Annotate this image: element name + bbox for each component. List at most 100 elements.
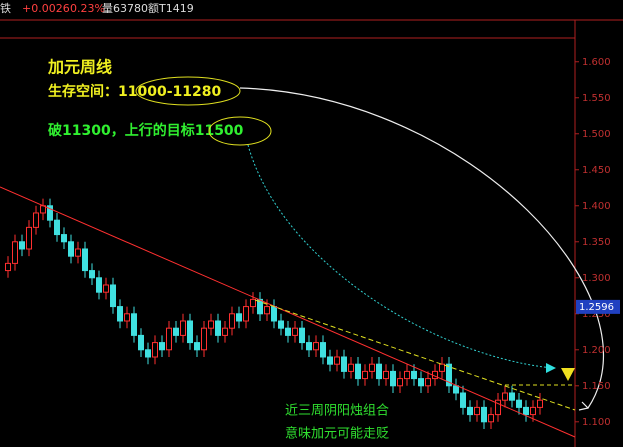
candle-body (12, 241, 18, 264)
annotation: 生存空间：11000-11280 (48, 83, 221, 100)
header-change: +0.0026 (22, 2, 70, 15)
candle-body (166, 327, 172, 351)
candle-body (481, 406, 487, 423)
candle-body (96, 277, 102, 293)
candle-body (362, 370, 368, 380)
candle-body (117, 306, 123, 322)
candle-body (236, 313, 242, 322)
candle-body (453, 385, 459, 394)
candle-body (264, 306, 270, 315)
candles (5, 198, 543, 429)
y-tick-label: 1.450 (582, 165, 611, 176)
candle-body (103, 284, 109, 293)
y-tick-label: 1.200 (582, 345, 611, 356)
y-tick-label: 1.100 (582, 417, 611, 428)
candle-body (355, 363, 361, 380)
candle-body (306, 342, 312, 351)
candle-body (334, 356, 340, 365)
candle-body (229, 313, 235, 329)
candle-body (446, 363, 452, 387)
candle-body (82, 248, 88, 272)
candle-body (47, 205, 53, 221)
candle-body (145, 349, 151, 358)
candle-body (19, 241, 25, 250)
header-volume: 量63780 (102, 2, 148, 15)
candle-body (523, 406, 529, 416)
candle-body (474, 406, 480, 416)
arrow-curve (239, 87, 605, 411)
candle-body (278, 320, 284, 329)
candle-body (285, 327, 291, 336)
candle-body (89, 270, 95, 279)
candle-body (110, 284, 116, 308)
candle-body (341, 356, 347, 372)
candle-body (467, 406, 473, 416)
header-amount: 额T1419 (148, 2, 194, 15)
trend-line-dashed (254, 299, 576, 411)
candle-body (537, 399, 543, 408)
candle-body (348, 363, 354, 372)
candle-body (194, 342, 200, 351)
candle-body (411, 370, 417, 380)
candle-body (33, 212, 39, 228)
candle-body (68, 241, 74, 257)
candle-body (173, 327, 179, 336)
candle-body (495, 399, 501, 416)
last-price-box (576, 299, 620, 314)
highlight-ellipse (208, 116, 272, 146)
header-percent: 0.23% (70, 2, 105, 15)
candle-body (201, 327, 207, 351)
candle-body (418, 378, 424, 387)
candle-body (159, 342, 165, 351)
y-tick-label: 1.300 (582, 273, 611, 284)
candle-body (152, 342, 158, 358)
y-tick-label: 1.150 (582, 381, 611, 392)
candle-body (26, 226, 32, 250)
candle-body (327, 356, 333, 365)
candle-body (460, 392, 466, 408)
candle-body (124, 313, 130, 322)
candle-body (397, 378, 403, 387)
candle-body (54, 219, 60, 236)
arrow-dotted (247, 144, 553, 369)
candle-body (138, 334, 144, 351)
annotation: 近三周阴阳烛组合 (285, 404, 389, 419)
y-tick-label: 1.250 (582, 309, 611, 320)
candle-body (320, 342, 326, 358)
candle-body (250, 298, 256, 308)
candle-body (530, 406, 536, 416)
candle-body (299, 327, 305, 344)
chart-title: 加元周线 (47, 58, 112, 77)
candle-body (215, 320, 221, 336)
trend-line (0, 186, 576, 438)
candle-body (488, 414, 494, 423)
candle-body (369, 363, 375, 372)
candle-body (61, 234, 67, 243)
y-tick-label: 1.500 (582, 129, 611, 140)
header: 铁 +0.0026 0.23% 量63780 额T1419 (0, 2, 194, 15)
candle-body (75, 248, 81, 257)
annotation: 意味加元可能走贬 (285, 426, 389, 442)
candle-body (313, 342, 319, 351)
candle-body (5, 262, 11, 272)
arrow-head (546, 363, 556, 373)
candle-body (243, 306, 249, 322)
y-tick-label: 1.400 (582, 201, 611, 212)
header-name: 铁 (0, 2, 11, 15)
y-tick-label: 1.350 (582, 237, 611, 248)
candle-body (131, 313, 137, 336)
candle-body (383, 370, 389, 380)
candle-body (376, 363, 382, 380)
candle-body (516, 399, 522, 408)
highlight-ellipse (135, 76, 241, 106)
candle-body (187, 320, 193, 344)
candle-body (180, 320, 186, 336)
y-tick-label: 1.600 (582, 57, 611, 68)
candle-body (425, 378, 431, 387)
candle-body (208, 320, 214, 329)
candle-body (439, 363, 445, 372)
candle-body (390, 370, 396, 387)
target-marker (561, 368, 575, 381)
